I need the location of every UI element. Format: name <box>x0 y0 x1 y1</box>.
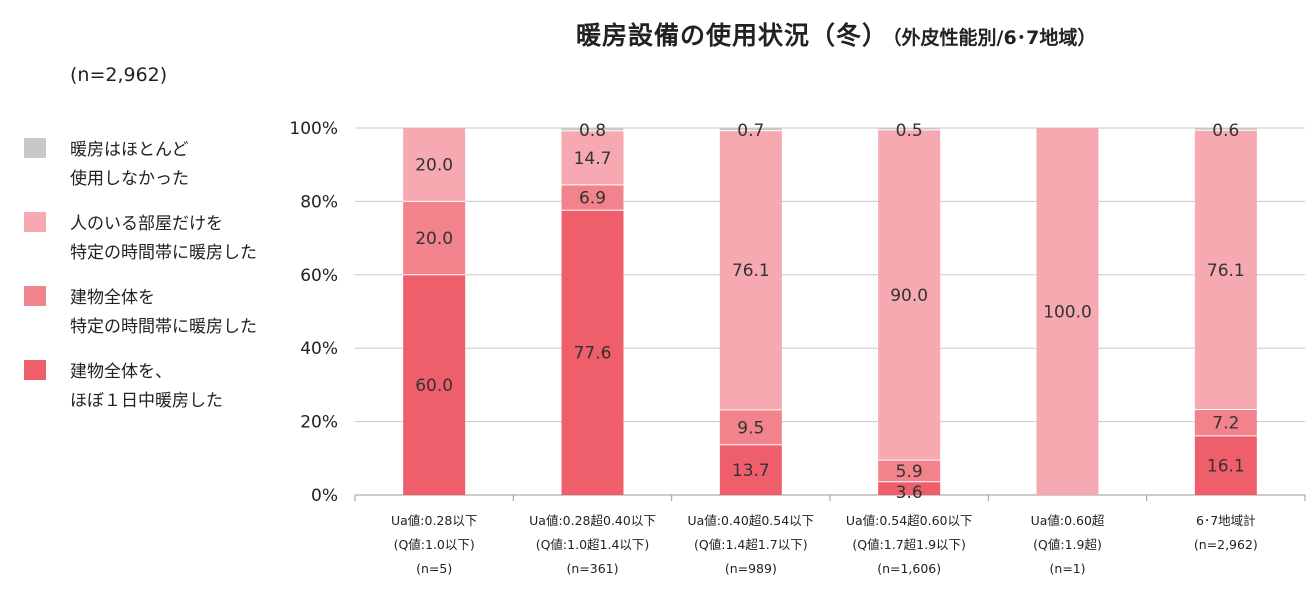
x-category-label: (Q値:1.9超) <box>1033 537 1102 552</box>
bar-segment <box>878 129 941 461</box>
data-label: 3.6 <box>896 483 923 503</box>
x-category-label: 6･7地域計 <box>1196 513 1256 528</box>
y-tick-label: 0% <box>311 486 338 506</box>
legend-label-line: 特定の時間帯に暖房した <box>70 243 257 263</box>
legend-swatch <box>24 360 46 380</box>
x-category-label: (Q値:1.4超1.7以下) <box>694 537 808 552</box>
data-label: 13.7 <box>732 461 770 481</box>
data-label: 0.7 <box>737 121 764 141</box>
data-label: 100.0 <box>1043 303 1092 323</box>
data-label: 9.5 <box>737 418 764 438</box>
data-label: 76.1 <box>732 261 770 281</box>
data-label: 77.6 <box>574 344 612 364</box>
x-category-label: (n=989) <box>725 561 777 576</box>
x-category-label: (n=1,606) <box>877 561 941 576</box>
legend-label-line: 特定の時間帯に暖房した <box>70 317 257 337</box>
bar-segment <box>719 130 782 410</box>
y-tick-label: 80% <box>300 192 338 212</box>
legend-label-line: 建物全体を <box>70 288 155 308</box>
data-label: 76.1 <box>1207 261 1245 281</box>
x-category-label: Ua値:0.60超 <box>1031 513 1105 528</box>
data-label: 6.9 <box>579 189 606 209</box>
bar-segment <box>719 444 782 495</box>
data-label: 60.0 <box>415 376 453 396</box>
data-label: 0.8 <box>579 121 606 141</box>
bar-segment <box>403 201 466 275</box>
bar-segment <box>1036 128 1099 495</box>
legend-label-line: ほぼ１日中暖房した <box>70 391 223 411</box>
y-tick-label: 100% <box>289 119 338 139</box>
x-category-label: (Q値:1.7超1.9以下) <box>852 537 966 552</box>
data-label: 20.0 <box>415 156 453 176</box>
chart-title-main: 暖房設備の使用状況（冬） <box>576 21 889 50</box>
y-tick-label: 40% <box>300 339 338 359</box>
x-category-label: Ua値:0.40超0.54以下 <box>687 513 814 528</box>
x-category-label: (n=2,962) <box>1194 537 1258 552</box>
x-category-label: Ua値:0.54超0.60以下 <box>846 513 973 528</box>
x-category-label: (Q値:1.0超1.4以下) <box>536 537 650 552</box>
data-label: 5.9 <box>896 462 923 482</box>
bar-segment <box>719 128 782 131</box>
bar-segment <box>719 409 782 445</box>
bar-segment <box>878 128 941 130</box>
bar-segment <box>403 274 466 495</box>
data-label: 7.2 <box>1212 414 1239 434</box>
x-category-label: (n=5) <box>416 561 452 576</box>
data-label: 90.0 <box>890 286 928 306</box>
legend-swatch <box>24 138 46 158</box>
x-category-label: (n=361) <box>566 561 618 576</box>
bar-segment <box>1194 128 1257 131</box>
bar-segment <box>1194 130 1257 410</box>
bar-segment <box>1194 435 1257 495</box>
legend-swatch <box>24 212 46 232</box>
data-label: 0.5 <box>896 121 923 141</box>
x-category-label: Ua値:0.28超0.40以下 <box>529 513 656 528</box>
legend-label-line: 暖房はほとんど <box>70 140 189 160</box>
bar-segment <box>561 130 624 185</box>
bar-segment <box>561 210 624 495</box>
bar-segment <box>403 128 466 202</box>
legend-swatch <box>24 286 46 306</box>
bar-segment <box>878 460 941 482</box>
x-category-label: Ua値:0.28以下 <box>391 513 477 528</box>
y-tick-label: 60% <box>300 266 338 286</box>
x-category-label: (Q値:1.0以下) <box>394 537 475 552</box>
legend-label-line: 人のいる部屋だけを <box>70 214 223 234</box>
data-label: 14.7 <box>574 149 612 169</box>
legend-label-line: 使用しなかった <box>70 169 189 189</box>
legend-label-line: 建物全体を、 <box>70 362 172 382</box>
bar-segment <box>561 128 624 131</box>
bar-segment <box>1194 409 1257 436</box>
data-label: 20.0 <box>415 229 453 249</box>
bar-segment <box>561 184 624 211</box>
x-category-label: (n=1) <box>1049 561 1085 576</box>
chart-title: 暖房設備の使用状況（冬） （外皮性能別/6･7地域） <box>576 16 1096 52</box>
sample-size: (n=2,962) <box>70 64 168 86</box>
y-tick-label: 20% <box>300 413 338 433</box>
bar-segment <box>878 481 941 495</box>
data-label: 16.1 <box>1207 456 1245 476</box>
data-label: 0.6 <box>1212 121 1239 141</box>
chart-title-sub: （外皮性能別/6･7地域） <box>892 27 1097 49</box>
